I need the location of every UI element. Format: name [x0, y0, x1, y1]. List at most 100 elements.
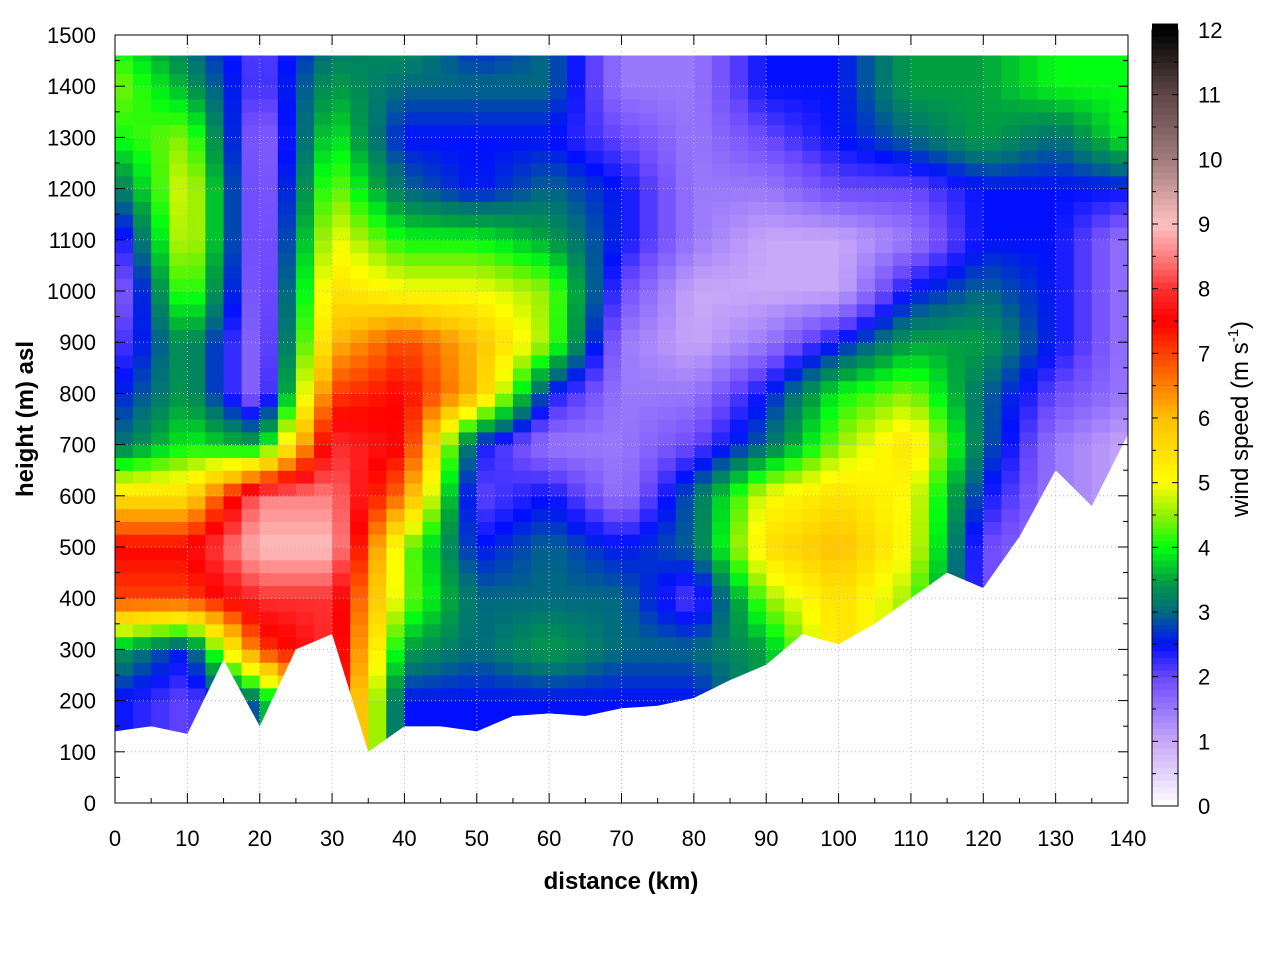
heatmap-cell — [513, 188, 532, 202]
heatmap-cell — [531, 598, 550, 612]
heatmap-cell — [332, 751, 351, 752]
heatmap-cell — [965, 73, 984, 87]
heatmap-cell — [549, 73, 568, 87]
heatmap-cell — [621, 111, 641, 126]
heatmap-cell — [585, 495, 604, 510]
heatmap-cell — [531, 73, 550, 87]
heatmap-cell — [675, 572, 695, 586]
heatmap-cell — [133, 227, 152, 241]
heatmap-cell — [567, 662, 586, 676]
heatmap-cell — [1073, 278, 1093, 292]
heatmap-cell — [910, 329, 930, 343]
colorbar — [1152, 23, 1178, 807]
heatmap-cell — [314, 393, 333, 407]
heatmap-cell — [169, 534, 188, 548]
colorbar-swatch — [1152, 217, 1178, 225]
heatmap-cell — [531, 636, 550, 650]
heatmap-cell — [295, 214, 315, 228]
heatmap-cell — [1073, 99, 1093, 113]
heatmap-cell — [965, 623, 984, 638]
heatmap-cell — [1001, 611, 1021, 625]
heatmap-cell — [856, 150, 876, 164]
colorbar-swatch — [1152, 81, 1178, 89]
heatmap-cell — [404, 111, 424, 126]
heatmap-cell — [748, 572, 767, 586]
heatmap-cell — [332, 291, 351, 305]
heatmap-cell — [422, 406, 442, 420]
heatmap-cell — [404, 765, 423, 778]
heatmap-cell — [133, 367, 152, 382]
heatmap-cell — [1037, 675, 1057, 689]
heatmap-cell — [277, 751, 297, 752]
heatmap-cell — [1019, 611, 1039, 625]
heatmap-cell — [277, 547, 297, 561]
heatmap-cell — [929, 585, 948, 599]
heatmap-cell — [350, 367, 369, 382]
colorbar-swatch — [1152, 262, 1178, 270]
colorbar-tick-label: 1 — [1198, 729, 1210, 754]
heatmap-cell — [169, 598, 188, 612]
heatmap-cell — [241, 431, 261, 446]
heatmap-cell — [730, 214, 749, 228]
heatmap-cell — [151, 700, 170, 714]
heatmap-cell — [874, 495, 894, 510]
heatmap-cell — [711, 239, 731, 254]
heatmap-cell — [983, 303, 1002, 318]
heatmap-cell — [151, 342, 170, 356]
heatmap-cell — [784, 598, 803, 612]
heatmap-cell — [223, 73, 243, 87]
heatmap-cell — [784, 367, 803, 382]
heatmap-cell — [531, 611, 550, 625]
heatmap-cell — [983, 99, 1002, 113]
heatmap-cell — [748, 60, 767, 74]
heatmap-cell — [892, 662, 912, 676]
heatmap-cell — [368, 150, 387, 164]
heatmap-cell — [476, 521, 496, 535]
heatmap-cell — [585, 342, 604, 356]
heatmap-cell — [567, 265, 586, 279]
heatmap-cell — [838, 739, 858, 752]
heatmap-cell — [277, 444, 297, 458]
heatmap-cell — [440, 86, 460, 100]
heatmap-cell — [368, 495, 387, 510]
heatmap-cell — [910, 623, 930, 638]
x-tick-label: 130 — [1037, 826, 1074, 851]
heatmap-cell — [404, 380, 424, 394]
heatmap-cell — [567, 393, 586, 407]
heatmap-cell — [929, 355, 948, 369]
heatmap-cell — [494, 457, 514, 471]
heatmap-cell — [585, 175, 604, 190]
heatmap-cell — [476, 444, 496, 458]
heatmap-cell — [856, 188, 876, 202]
colorbar-swatch — [1152, 327, 1178, 335]
heatmap-cell — [693, 713, 713, 727]
heatmap-cell — [567, 457, 586, 471]
heatmap-cell — [1019, 495, 1039, 510]
heatmap-cell — [802, 367, 822, 382]
heatmap-cell — [820, 508, 840, 522]
heatmap-cell — [748, 585, 767, 599]
heatmap-cell — [259, 201, 279, 215]
heatmap-cell — [965, 777, 984, 790]
heatmap-cell — [603, 175, 623, 190]
heatmap-cell — [675, 99, 695, 113]
heatmap-cell — [784, 623, 803, 638]
colorbar-swatch — [1152, 424, 1178, 432]
heatmap-cell — [1073, 137, 1093, 151]
heatmap-cell — [1073, 252, 1093, 266]
heatmap-cell — [404, 649, 424, 663]
heatmap-cell — [675, 739, 695, 752]
heatmap-cell — [332, 739, 351, 752]
heatmap-cell — [766, 521, 785, 535]
heatmap-cell — [151, 329, 170, 343]
heatmap-cell — [169, 623, 188, 638]
heatmap-cell — [947, 367, 966, 382]
heatmap-cell — [295, 726, 315, 740]
heatmap-cell — [1037, 623, 1057, 638]
heatmap-cell — [856, 687, 876, 702]
heatmap-cell — [476, 483, 496, 497]
heatmap-cell — [585, 393, 604, 407]
heatmap-cell — [368, 393, 387, 407]
heatmap-cell — [295, 393, 315, 407]
heatmap-cell — [494, 700, 514, 714]
